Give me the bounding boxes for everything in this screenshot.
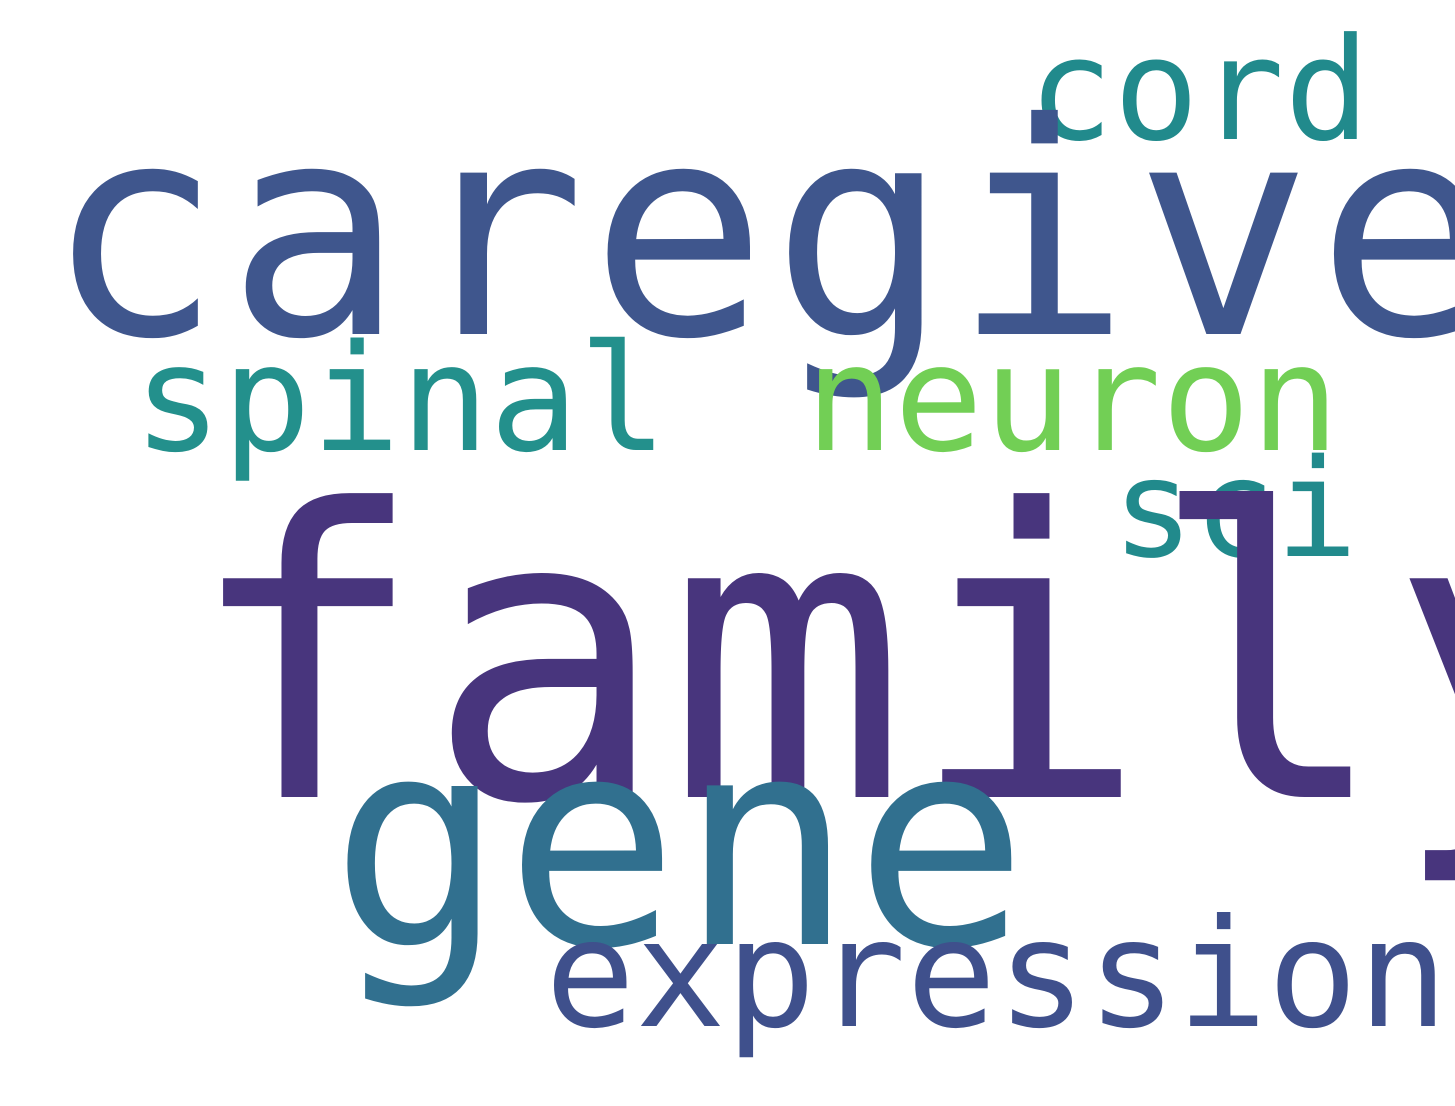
word-expression: expression	[545, 888, 1449, 1062]
word-neuron: neuron	[805, 313, 1340, 485]
word-spinal: spinal	[133, 313, 668, 485]
word-family: family	[185, 427, 1455, 892]
word-caregiver: caregiver	[45, 60, 1455, 404]
word-cord: cord	[1028, 8, 1370, 173]
word-gene: gene	[330, 676, 1029, 1013]
word-sci: sci	[1112, 431, 1358, 589]
